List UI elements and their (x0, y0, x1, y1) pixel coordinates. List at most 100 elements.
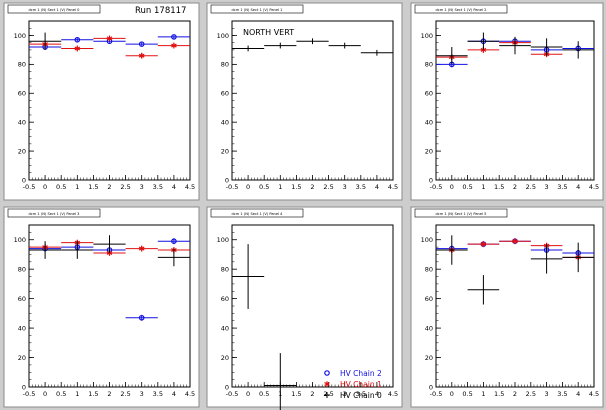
x-tick-label: 4 (576, 390, 580, 398)
data-point-hv-chain-0 (264, 42, 297, 49)
x-tick-label: 1 (481, 183, 485, 191)
data-point-hv-chain-1 (499, 238, 531, 245)
data-point-hv-chain-0 (232, 244, 265, 309)
x-tick-label: 1 (75, 390, 79, 398)
x-tick-label: 0.5 (56, 183, 66, 191)
x-tick-label: -0.5 (430, 390, 443, 398)
y-tick-label: 0 (22, 383, 26, 391)
x-tick-label: 4.5 (589, 390, 599, 398)
circle-marker (171, 238, 177, 245)
plot-pad-4: dcm 1 (N) Sect 1 (V) Panel 3-0.5 0 0.5 1 1.5… (3, 206, 200, 408)
y-tick-label: 80 (221, 265, 229, 273)
circle-marker (171, 34, 177, 40)
x-tick-label: -0.5 (226, 390, 239, 398)
data-point-hv-chain-1 (125, 52, 158, 59)
x-tick-label: 2 (107, 390, 111, 398)
x-tick-label: -0.5 (23, 183, 36, 191)
x-tick-label: 3.5 (153, 390, 163, 398)
pad-background (410, 206, 604, 408)
data-point-hv-chain-0 (436, 235, 468, 265)
y-tick-label: 60 (221, 295, 229, 303)
x-tick-label: 0.5 (462, 390, 472, 398)
title-text: dcm 1 (N) Sect 1 (V) Panel 0 (29, 8, 81, 12)
data-point-hv-chain-0 (29, 241, 62, 259)
x-tick-label: 1.5 (291, 183, 301, 191)
data-point-hv-chain-0 (264, 353, 297, 410)
y-tick-label: 20 (221, 354, 229, 362)
y-tick-label: 0 (22, 176, 26, 184)
y-tick-label: 80 (18, 265, 26, 273)
circle-marker (138, 314, 145, 321)
data-point-hv-chain-1 (467, 241, 500, 248)
x-tick-label: 4.5 (185, 390, 195, 398)
y-tick-label: 40 (221, 118, 229, 126)
x-tick-label: 2 (513, 183, 517, 191)
plot-pad-6: dcm 1 (N) Sect 1 (V) Panel 5-0.5 0 0.5 1 1.5… (410, 206, 604, 408)
data-point-hv-chain-0 (530, 38, 563, 56)
data-point-hv-chain-0 (296, 38, 329, 45)
star-marker (480, 241, 487, 247)
title-box (7, 4, 101, 14)
data-point-hv-chain-0 (467, 275, 500, 305)
plot-pad-5: dcm 1 (N) Sect 1 (V) Panel 4-0.500.511.5… (206, 206, 403, 410)
legend-label: HV Chain 0 (340, 391, 382, 400)
x-tick-label: 3 (140, 183, 144, 191)
y-tick-label: 80 (18, 61, 26, 69)
data-point-hv-chain-0 (93, 235, 126, 253)
x-tick-label: 4.5 (185, 183, 195, 191)
x-tick-label: 3.5 (356, 183, 366, 191)
x-tick-label: 3 (343, 183, 347, 191)
x-tick-label: 0 (246, 183, 250, 191)
x-tick-label: 3.5 (153, 183, 163, 191)
x-tick-label: 2.5 (120, 183, 130, 191)
data-point-hv-chain-2 (125, 314, 158, 321)
y-tick-label: 80 (221, 61, 229, 69)
star-marker (138, 245, 145, 252)
x-tick-label: 0 (450, 390, 454, 398)
y-tick-label: 20 (221, 147, 229, 155)
y-tick-label: 40 (425, 324, 433, 332)
x-tick-label: 0 (43, 183, 47, 191)
y-tick-label: 0 (429, 176, 433, 184)
x-tick-label: 0 (246, 390, 250, 398)
title-text: dcm 1 (N) Sect 1 (V) Panel 2 (436, 8, 487, 12)
data-point-hv-chain-1 (61, 45, 94, 52)
x-tick-label: 1.5 (291, 390, 301, 398)
x-tick-label: 3.5 (356, 390, 366, 398)
y-tick-label: 80 (425, 265, 433, 273)
plot-pad-3: dcm 1 (N) Sect 1 (V) Panel 2-0.5 0 0.5 1 1.5… (410, 2, 604, 201)
data-point-hv-chain-2 (61, 36, 94, 43)
y-tick-label: 100 (421, 236, 433, 244)
x-tick-label: 2.5 (323, 183, 333, 191)
data-point-hv-chain-0 (29, 32, 62, 50)
x-tick-label: 0.5 (462, 183, 472, 191)
pad-background (3, 206, 200, 408)
x-tick-label: 4 (576, 183, 580, 191)
x-tick-label: 0 (43, 390, 47, 398)
x-tick-label: 2.5 (526, 183, 536, 191)
x-tick-label: 3.5 (557, 183, 567, 191)
legend-label: HV Chain 1 (340, 380, 382, 389)
y-tick-label: 100 (217, 32, 229, 40)
y-tick-label: 60 (18, 90, 26, 98)
x-tick-label: -0.5 (430, 183, 443, 191)
x-tick-label: -0.5 (226, 183, 239, 191)
plot-pad-2: dcm 1 (N) Sect 1 (V) Panel 1-0.5 0 0.5 1 1.5… (206, 2, 403, 201)
x-tick-label: 1.5 (494, 390, 504, 398)
x-tick-label: 2.5 (323, 390, 333, 398)
y-tick-label: 0 (225, 383, 229, 391)
run-label: Run 178117 (135, 6, 186, 16)
x-tick-label: 4 (375, 183, 379, 191)
y-tick-label: 100 (421, 32, 433, 40)
circle-marker (74, 36, 81, 43)
y-tick-label: 100 (14, 32, 26, 40)
star-marker (138, 52, 145, 59)
pad-background (206, 206, 403, 408)
data-point-hv-chain-1 (125, 245, 158, 252)
title-box (210, 4, 304, 14)
y-tick-label: 20 (18, 354, 26, 362)
legend: HV Chain 2 HV Chain 1 HV Chain 0 (324, 369, 382, 400)
legend-marker-star (324, 381, 330, 387)
x-tick-label: 3.5 (557, 390, 567, 398)
star-marker (74, 45, 81, 52)
